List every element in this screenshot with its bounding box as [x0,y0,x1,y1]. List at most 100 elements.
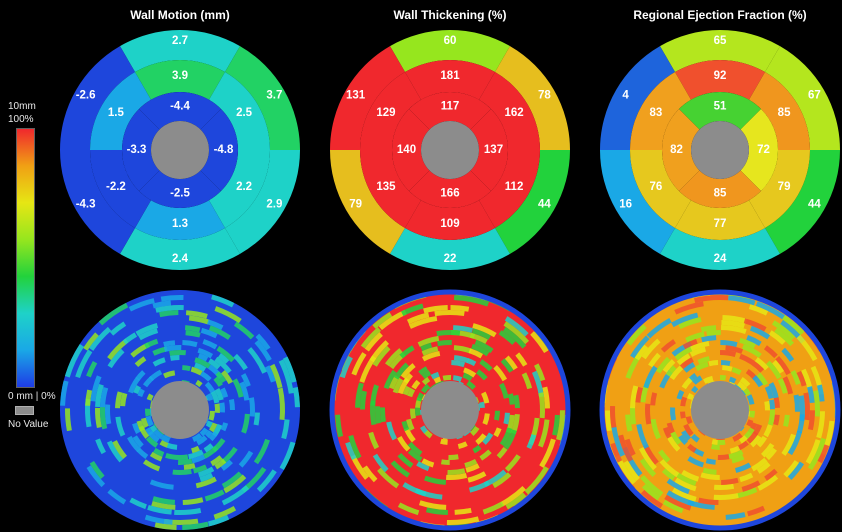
segment-label-inner-0: 117 [441,101,460,113]
polar-map-cell [635,386,644,403]
polar-map-cell [610,442,623,463]
polar-map-cell [742,344,762,358]
polar-map-cell [389,375,400,390]
polar-map-cell [483,469,507,488]
segment-inner-1 [200,108,238,192]
polar-map-cell [133,385,141,395]
polar-map-cell [417,335,440,347]
polar-map-cell [524,466,549,495]
polar-map-cell [515,352,528,367]
polar-map-cell [793,394,800,412]
segment-label-outer-0: 60 [444,35,457,47]
segment-outer-2 [495,150,570,254]
polar-map-cell [747,505,766,517]
polar-map-cell [787,430,803,456]
center-no-value [691,121,749,179]
polar-map-cell [172,468,192,475]
polar-map-cell [223,474,247,494]
polar-map-cell [437,340,452,347]
polar-map-cell [423,429,433,439]
polar-map-cell [215,371,227,383]
polar-map-cell [470,426,480,436]
polar-map-cell [208,431,218,442]
polar-map-cell [202,338,218,350]
polar-map-cell [674,345,694,361]
segment-inner-0 [138,92,222,130]
polar-map-cell [421,458,435,468]
polar-map-cell [210,455,223,467]
segment-label-mid-0: 181 [440,70,460,82]
polar-map-cell [433,376,442,384]
polar-map-cell [199,427,209,437]
polar-map-cell [526,434,537,450]
polar-map-cell [660,339,676,353]
polar-map-cell [203,443,214,453]
polar-map-cell [213,506,237,520]
polar-map-cell [362,465,378,483]
polar-map-cell [204,489,225,502]
polar-map-cell [214,306,242,324]
polar-map-cell [277,387,286,420]
polar-map-cell [720,360,731,366]
polar-map-cell [106,440,124,463]
polar-map-cell [650,392,658,406]
polar-map-cell [269,363,283,389]
polar-map-cell [769,399,775,410]
polar-map-cell [639,458,657,477]
segment-inner-0 [408,91,492,130]
polar-map-cell [500,358,514,373]
polar-map-cell [372,312,393,329]
panel-title-regional-ejection-fraction: Regional Ejection Fraction (%) [633,8,807,22]
segment-label-inner-1: 137 [484,144,503,156]
segment-label-outer-0: 2.7 [172,35,188,47]
polar-map-cell [98,302,129,326]
polar-map-cell [768,330,786,345]
polar-map-cell [711,444,720,450]
polar-map-cell [442,375,452,381]
polar-map-cell [741,480,761,492]
polar-map-cell [682,338,698,350]
polar-map-cell [805,439,821,465]
polar-map-cell [447,468,466,475]
polar-map-edge [329,289,571,531]
polar-map-cell [817,444,830,464]
polar-map-cell [690,340,710,352]
segment-label-mid-5: 1.5 [108,107,125,119]
polar-map-cell [552,414,560,436]
segment-outer-3 [660,227,780,270]
polar-map-cell [350,454,369,480]
polar-map-cell [748,304,769,316]
segment-outer-2 [765,150,840,254]
polar-map-cell [721,320,745,329]
polar-map-cell [197,347,214,359]
polar-map-cell [185,310,208,319]
polar-map-cell [749,435,762,448]
polar-map-cell [796,370,807,387]
polar-map-cell [671,487,697,502]
polar-map-cell [211,294,235,308]
polar-map-cell [253,412,260,426]
polar-map-cell [739,337,756,349]
polar-map-cell [141,417,149,429]
polar-map-cell [128,298,155,312]
segment-label-mid-2: 112 [505,181,524,193]
polar-map-cell [144,514,173,525]
polar-map-cell [205,430,213,438]
polar-map-cell [339,356,353,379]
polar-map-cell [148,369,163,382]
polar-map-cell [86,360,98,378]
polar-map-cell [402,385,411,396]
polar-map-cell [195,379,203,388]
polar-map-cell [65,408,72,432]
polar-map-cell [703,375,714,384]
segment-label-outer-1: 78 [538,90,551,102]
polar-map-cell [766,360,782,380]
polar-map-cell [739,353,754,365]
segment-label-outer-0: 65 [714,35,727,47]
polar-map-cell [214,387,224,401]
polar-map-cell [722,365,733,372]
segment-label-inner-2: 166 [440,188,459,200]
polar-map-cell [731,454,745,464]
polar-map-cell [662,499,684,514]
segment-label-mid-0: 92 [714,70,727,82]
